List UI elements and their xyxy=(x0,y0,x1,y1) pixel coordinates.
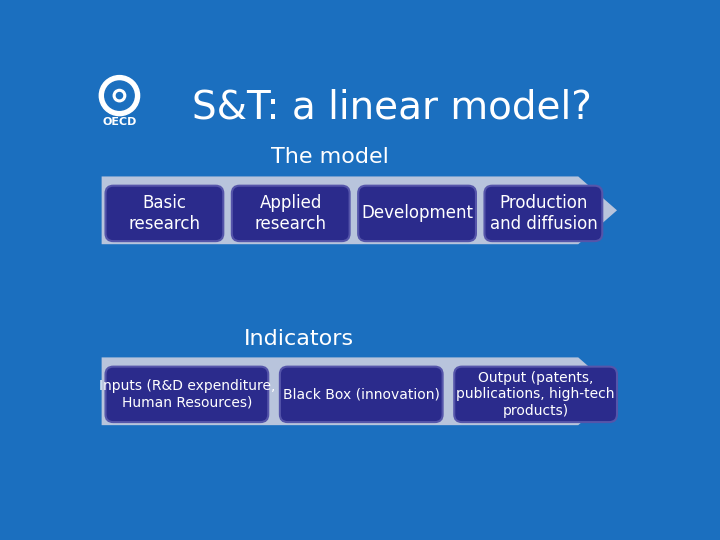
FancyBboxPatch shape xyxy=(106,186,223,241)
Text: S&T: a linear model?: S&T: a linear model? xyxy=(192,88,592,126)
Text: Production
and diffusion: Production and diffusion xyxy=(490,194,598,233)
Text: Development: Development xyxy=(361,205,473,222)
Text: Black Box (innovation): Black Box (innovation) xyxy=(283,387,440,401)
Polygon shape xyxy=(102,177,617,244)
FancyBboxPatch shape xyxy=(485,186,602,241)
Text: Inputs (R&D expenditure,
Human Resources): Inputs (R&D expenditure, Human Resources… xyxy=(99,379,275,409)
FancyBboxPatch shape xyxy=(454,367,617,422)
Text: Basic
research: Basic research xyxy=(128,194,200,233)
Polygon shape xyxy=(102,357,617,425)
Circle shape xyxy=(104,81,134,110)
FancyBboxPatch shape xyxy=(358,186,476,241)
Text: OECD: OECD xyxy=(102,117,137,127)
Circle shape xyxy=(99,76,140,116)
FancyBboxPatch shape xyxy=(106,367,269,422)
Circle shape xyxy=(113,90,126,102)
Text: Applied
research: Applied research xyxy=(255,194,327,233)
Text: Indicators: Indicators xyxy=(244,329,354,349)
Circle shape xyxy=(117,92,122,99)
FancyBboxPatch shape xyxy=(280,367,443,422)
FancyBboxPatch shape xyxy=(232,186,350,241)
Text: Output (patents,
publications, high-tech
products): Output (patents, publications, high-tech… xyxy=(456,371,615,417)
Text: The model: The model xyxy=(271,147,390,167)
